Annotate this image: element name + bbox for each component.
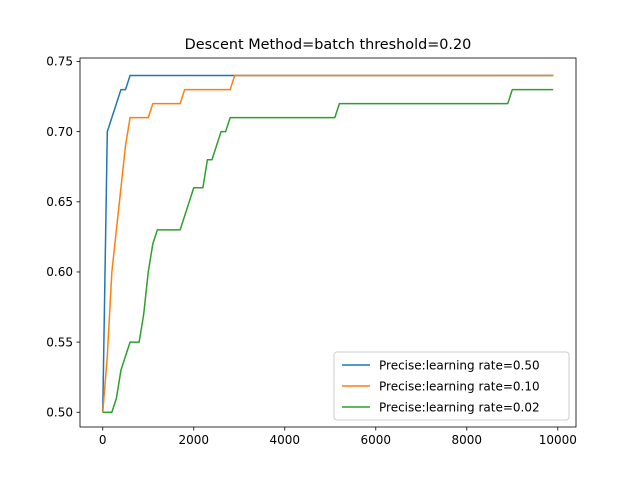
axes-frame	[79, 57, 577, 428]
x-tick-label: 6000	[361, 433, 392, 447]
x-tick-label: 4000	[269, 433, 300, 447]
legend-label-2: Precise:learning rate=0.02	[379, 400, 540, 414]
series-line-2	[102, 88, 554, 414]
series-line-0	[102, 74, 554, 413]
x-tick-label: 0	[99, 433, 107, 447]
y-tick-label: 0.75	[46, 55, 73, 69]
axes: 0 2000 4000 6000 8000 10000 0.50 0.55 0.60 0.65 0.…	[46, 55, 577, 447]
plot-area	[102, 74, 554, 414]
legend-label-1: Precise:learning rate=0.10	[379, 379, 540, 393]
legend-label-0: Precise:learning rate=0.50	[379, 358, 540, 372]
y-tick-label: 0.50	[46, 405, 73, 419]
y-tick-label: 0.65	[46, 195, 73, 209]
legend: Precise:learning rate=0.50 Precise:learni…	[333, 351, 570, 421]
chart-title: Descent Method=batch threshold=0.20	[185, 37, 472, 53]
y-tick-label: 0.70	[46, 125, 73, 139]
legend-box	[333, 351, 570, 421]
x-tick-label: 8000	[452, 433, 483, 447]
x-tick-label: 10000	[539, 433, 577, 447]
y-tick-label: 0.60	[46, 265, 73, 279]
x-tick-label: 2000	[178, 433, 209, 447]
y-tick-label: 0.55	[46, 335, 73, 349]
series-line-1	[102, 74, 554, 413]
